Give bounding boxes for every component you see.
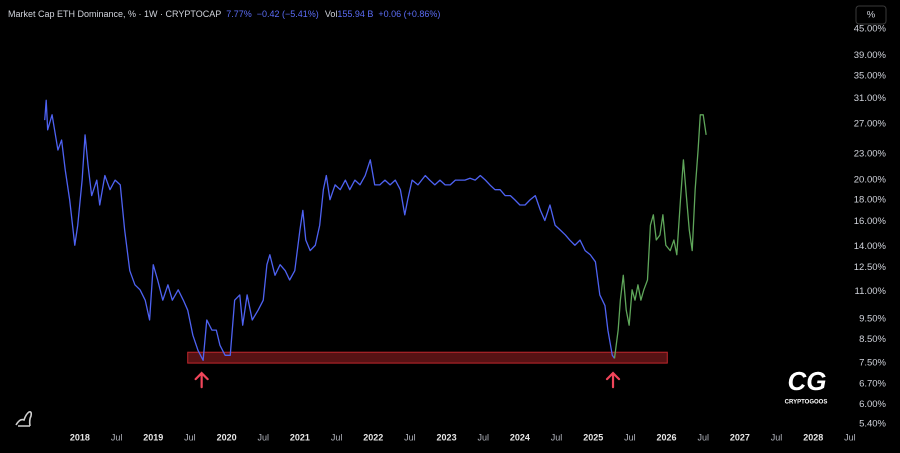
x-tick-label: Jul — [257, 432, 269, 442]
x-tick-label: Jul — [771, 432, 783, 442]
y-tick-label: 18.00% — [854, 194, 887, 205]
y-tick-label: 9.50% — [859, 313, 886, 324]
scale-button-label[interactable]: % — [867, 10, 876, 21]
y-tick-label: 16.00% — [854, 216, 887, 227]
x-tick-label: 2025 — [583, 432, 603, 442]
x-tick-label: 2018 — [70, 432, 90, 442]
x-tick-label: Jul — [331, 432, 343, 442]
tv-icon — [15, 411, 33, 427]
last-price: 7.77% — [226, 9, 252, 19]
x-tick-label: 2023 — [437, 432, 457, 442]
y-tick-label: 5.40% — [859, 419, 886, 430]
x-tick-label: 2019 — [143, 432, 163, 442]
support-arrow — [194, 371, 209, 389]
y-tick-label: 7.50% — [859, 357, 886, 368]
y-tick-label: 12.50% — [854, 262, 887, 273]
symbol-title: Market Cap ETH Dominance, % · 1W · CRYPT… — [8, 9, 222, 19]
y-tick-label: 6.70% — [859, 378, 886, 389]
x-tick-label: 2027 — [730, 432, 750, 442]
scale-button[interactable] — [855, 5, 887, 25]
tv-logo — [15, 411, 33, 427]
y-tick-label: 39.00% — [854, 50, 887, 61]
x-tick-label: Jul — [624, 432, 636, 442]
y-tick-label: 14.00% — [854, 241, 887, 252]
y-tick-label: 20.00% — [854, 175, 887, 186]
volume-value: 155.94 B — [337, 9, 374, 19]
support-zone — [187, 351, 668, 364]
watermark-logo: CG — [788, 366, 827, 396]
legend-header: Market Cap ETH Dominance, % · 1W · CRYPT… — [8, 9, 440, 19]
series-line — [44, 99, 616, 362]
x-tick-label: Jul — [551, 432, 563, 442]
price-change: −0.42 (−5.41%) — [256, 9, 319, 19]
support-arrow — [605, 371, 621, 389]
x-tick-label: Jul — [697, 432, 709, 442]
y-tick-label: 23.00% — [854, 149, 887, 160]
y-tick-label: 6.00% — [859, 399, 886, 410]
x-tick-label: Jul — [844, 432, 856, 442]
volume-change: +0.06 (+0.86%) — [378, 9, 441, 19]
volume-label: Vol — [324, 9, 338, 19]
y-tick-label: 35.00% — [854, 70, 887, 81]
watermark: CG CRYPTOGOOS — [785, 366, 828, 406]
x-tick-label: 2021 — [290, 432, 310, 442]
x-tick-label: 2024 — [510, 432, 530, 442]
y-tick-label: 27.00% — [854, 119, 887, 130]
series-line — [613, 114, 707, 359]
x-tick-label: 2026 — [657, 432, 677, 442]
x-tick-label: 2022 — [363, 432, 383, 442]
y-tick-label: 8.50% — [859, 334, 886, 345]
x-tick-label: Jul — [404, 432, 416, 442]
y-tick-label: 11.00% — [854, 286, 886, 297]
watermark-name: CRYPTOGOOS — [785, 400, 828, 406]
x-tick-label: Jul — [111, 432, 123, 442]
y-tick-label: 45.00% — [854, 24, 887, 35]
y-tick-label: 31.00% — [854, 93, 887, 104]
x-tick-label: Jul — [477, 432, 489, 442]
x-tick-label: 2028 — [803, 432, 823, 442]
x-tick-label: Jul — [184, 432, 196, 442]
x-tick-label: 2020 — [217, 432, 237, 442]
